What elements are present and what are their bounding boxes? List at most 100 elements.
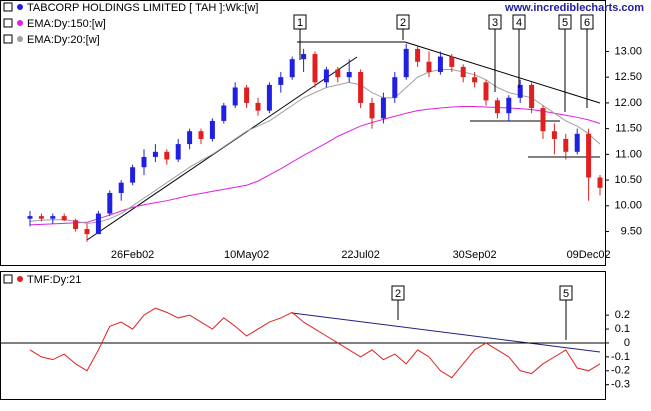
legend-title: TABCORP HOLDINGS LIMITED [ TAH ]:Wk:[w]: [27, 2, 258, 14]
legend-entry: EMA:Dy:150:[w]: [27, 18, 106, 30]
candle-body: [209, 120, 215, 139]
marker-label: 3: [492, 17, 498, 29]
candle-body: [472, 77, 478, 83]
candle-body: [483, 82, 489, 101]
candle-body: [403, 48, 409, 78]
candle-body: [266, 84, 272, 111]
candle-body: [506, 97, 512, 114]
candle-body: [517, 84, 523, 98]
candle-body: [278, 77, 284, 85]
y-tick-label: 11.00: [615, 148, 642, 160]
y-tick-label: -0.1: [611, 351, 630, 363]
y-tick-label: 11.50: [615, 123, 642, 135]
marker-box: [488, 14, 502, 30]
legend-entry: TMF:Dy:21: [27, 274, 81, 286]
legend-dot: [17, 20, 23, 26]
legend-boxes: [3, 2, 13, 284]
candle-body: [232, 87, 238, 106]
candle-body: [597, 177, 603, 188]
x-tick-label: 22Jul02: [341, 249, 380, 261]
y-tick-label: 0.1: [615, 323, 630, 335]
y-tick-label: 13.00: [614, 45, 642, 57]
candle-body: [460, 66, 466, 78]
candle-body: [301, 54, 307, 60]
marker-box: [559, 285, 573, 301]
candle-body: [289, 59, 295, 78]
candle-body: [312, 54, 318, 83]
candle-body: [38, 216, 44, 219]
candle-body: [380, 97, 386, 119]
y-tick-label: 10.50: [614, 174, 642, 186]
y-tick-label: 10.00: [614, 200, 642, 212]
y-tick-label: 0.2: [615, 309, 630, 321]
candle-body: [164, 151, 170, 160]
y-tick-label: 9.50: [621, 225, 642, 237]
candle-body: [73, 220, 79, 229]
candle-body: [255, 102, 261, 111]
watermark: www.incrediblecharts.com: [504, 2, 644, 14]
candle-body: [187, 131, 193, 145]
candle-body: [152, 151, 158, 157]
candle-body: [141, 156, 147, 168]
trendlines: [86, 41, 601, 353]
candle-body: [540, 108, 546, 132]
candle-body: [574, 133, 580, 152]
marker-label: 5: [562, 17, 568, 29]
candle-body: [175, 144, 181, 160]
candle-body: [61, 216, 67, 221]
marker-label: 2: [395, 288, 401, 300]
candle-body: [586, 133, 592, 178]
marker-box: [580, 14, 594, 30]
tmf-panel: [0, 271, 606, 400]
candle-body: [415, 48, 421, 62]
y-tick-label: 0: [624, 337, 630, 349]
series-line: [29, 307, 601, 379]
marker-box: [512, 14, 526, 30]
candle-body: [392, 77, 398, 98]
marker-label: 2: [400, 17, 406, 29]
candle-body: [198, 131, 204, 139]
marker-box: [391, 285, 405, 301]
y-tick-label: 12.50: [614, 71, 642, 83]
y-tick-label: -0.3: [611, 379, 630, 391]
candle-body: [221, 105, 227, 121]
marker-label: 5: [563, 288, 569, 300]
marker-box: [396, 14, 410, 30]
series-line: [29, 106, 601, 226]
marker-label: 1: [297, 17, 303, 29]
candle-body: [529, 84, 535, 109]
x-tick-label: 09Dec02: [567, 249, 611, 261]
marker-label: 4: [516, 17, 522, 29]
candle-body: [244, 87, 250, 103]
x-tick-label: 26Feb02: [111, 249, 154, 261]
marker-box: [558, 14, 572, 30]
y-tick-label: 12.00: [614, 97, 642, 109]
candle-body: [107, 192, 113, 214]
candle-body: [551, 131, 557, 139]
candle-body: [563, 138, 569, 152]
marker-label: 6: [584, 17, 590, 29]
x-tick-label: 30Sep02: [453, 249, 497, 261]
legend-dot: [17, 276, 23, 282]
candle-body: [437, 56, 443, 73]
legend-entry: EMA:Dy:20:[w]: [27, 34, 100, 46]
marker-box: [293, 14, 307, 30]
candle-body: [95, 213, 101, 235]
candle-body: [346, 72, 352, 78]
candle-body: [118, 182, 124, 193]
candle-body: [426, 61, 432, 73]
candle-body: [50, 216, 56, 219]
candle-body: [449, 56, 455, 67]
candle-body: [494, 100, 500, 114]
candle-body: [369, 102, 375, 119]
legend-dot: [17, 36, 23, 42]
candle-body: [358, 72, 364, 103]
candle-body: [323, 69, 329, 83]
candle-body: [27, 216, 33, 219]
x-tick-label: 10May02: [224, 249, 269, 261]
y-tick-label: -0.2: [611, 365, 630, 377]
legend-dot: [17, 4, 23, 10]
candle-body: [130, 167, 136, 183]
candle-body: [335, 69, 341, 78]
